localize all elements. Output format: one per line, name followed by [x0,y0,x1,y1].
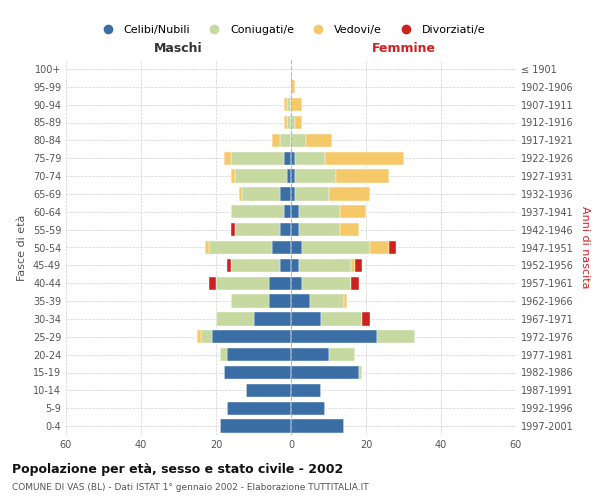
Bar [351,258,355,272]
Bar [351,276,359,290]
Bar [284,205,291,218]
Bar [223,152,231,165]
Bar [291,116,295,129]
Bar [306,134,332,147]
Bar [223,366,291,379]
Bar [227,258,231,272]
Bar [291,294,310,308]
Bar [295,116,302,129]
Bar [291,187,295,200]
Y-axis label: Fasce di età: Fasce di età [17,214,27,280]
Bar [329,348,355,362]
Text: Maschi: Maschi [154,42,203,54]
Bar [291,258,299,272]
Bar [359,366,362,379]
Bar [291,80,295,94]
Bar [269,276,291,290]
Bar [235,170,287,183]
Bar [291,330,377,344]
Bar [231,294,269,308]
Text: COMUNE DI VAS (BL) - Dati ISTAT 1° gennaio 2002 - Elaborazione TUTTITALIA.IT: COMUNE DI VAS (BL) - Dati ISTAT 1° genna… [12,482,368,492]
Bar [280,187,291,200]
Bar [280,134,291,147]
Bar [299,205,340,218]
Bar [205,241,209,254]
Bar [209,241,272,254]
Bar [231,258,280,272]
Bar [242,187,280,200]
Bar [280,258,291,272]
Bar [295,152,325,165]
Bar [284,152,291,165]
Bar [362,312,370,326]
Bar [291,205,299,218]
Bar [295,170,336,183]
Bar [231,223,235,236]
Bar [287,98,291,112]
Y-axis label: Anni di nascita: Anni di nascita [580,206,590,289]
Bar [291,276,302,290]
Bar [235,223,280,236]
Bar [291,384,321,397]
Bar [291,98,302,112]
Bar [227,348,291,362]
Bar [340,223,359,236]
Bar [291,241,302,254]
Bar [291,366,359,379]
Text: Popolazione per età, sesso e stato civile - 2002: Popolazione per età, sesso e stato civil… [12,462,343,475]
Bar [370,241,389,254]
Legend: Celibi/Nubili, Coniugati/e, Vedovi/e, Divorziati/e: Celibi/Nubili, Coniugati/e, Vedovi/e, Di… [92,20,490,40]
Text: Femmine: Femmine [371,42,436,54]
Bar [302,276,351,290]
Bar [212,330,291,344]
Bar [287,170,291,183]
Bar [291,134,306,147]
Bar [287,116,291,129]
Bar [197,330,201,344]
Bar [355,258,362,272]
Bar [291,170,295,183]
Bar [343,294,347,308]
Bar [336,170,389,183]
Bar [291,420,343,433]
Bar [329,187,370,200]
Bar [231,170,235,183]
Bar [284,98,287,112]
Bar [377,330,415,344]
Bar [295,187,329,200]
Bar [246,384,291,397]
Bar [389,241,396,254]
Bar [272,241,291,254]
Bar [299,258,351,272]
Bar [291,348,329,362]
Bar [231,152,284,165]
Bar [299,223,340,236]
Bar [269,294,291,308]
Bar [227,402,291,415]
Bar [201,330,212,344]
Bar [284,116,287,129]
Bar [280,223,291,236]
Bar [272,134,280,147]
Bar [291,223,299,236]
Bar [325,152,404,165]
Bar [291,312,321,326]
Bar [216,276,269,290]
Bar [340,205,366,218]
Bar [231,205,284,218]
Bar [220,420,291,433]
Bar [302,241,370,254]
Bar [291,402,325,415]
Bar [239,187,242,200]
Bar [216,312,254,326]
Bar [291,152,295,165]
Bar [254,312,291,326]
Bar [310,294,343,308]
Bar [209,276,216,290]
Bar [220,348,227,362]
Bar [321,312,362,326]
